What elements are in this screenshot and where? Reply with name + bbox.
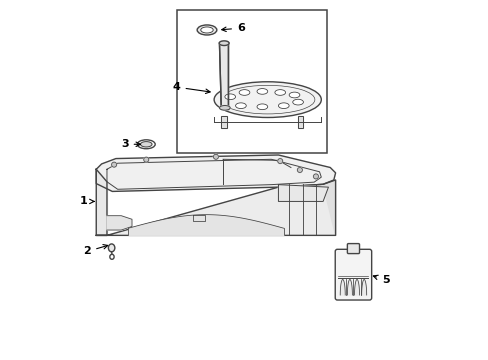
Ellipse shape	[235, 103, 246, 109]
Ellipse shape	[110, 254, 114, 259]
Circle shape	[277, 158, 282, 163]
Ellipse shape	[108, 244, 115, 252]
Circle shape	[313, 174, 318, 179]
Ellipse shape	[288, 92, 299, 98]
Polygon shape	[192, 215, 205, 221]
FancyBboxPatch shape	[335, 249, 371, 300]
Polygon shape	[354, 279, 359, 295]
Circle shape	[213, 154, 218, 159]
Ellipse shape	[278, 103, 288, 109]
Polygon shape	[96, 155, 335, 192]
Circle shape	[297, 167, 302, 172]
Polygon shape	[96, 180, 335, 235]
Text: 6: 6	[221, 23, 244, 33]
Text: 1: 1	[80, 197, 94, 206]
FancyBboxPatch shape	[346, 244, 359, 253]
Ellipse shape	[257, 104, 267, 110]
Ellipse shape	[274, 90, 285, 95]
Ellipse shape	[140, 141, 152, 147]
Circle shape	[143, 157, 148, 162]
Ellipse shape	[197, 25, 216, 35]
Text: 5: 5	[372, 275, 388, 285]
Polygon shape	[219, 44, 228, 109]
Text: 3: 3	[121, 139, 140, 149]
Ellipse shape	[224, 94, 235, 100]
Polygon shape	[221, 116, 226, 128]
Polygon shape	[346, 279, 352, 295]
Polygon shape	[340, 279, 345, 295]
Ellipse shape	[257, 89, 267, 94]
Circle shape	[111, 162, 116, 167]
Ellipse shape	[239, 90, 249, 95]
Polygon shape	[278, 185, 328, 202]
Polygon shape	[298, 116, 303, 128]
Polygon shape	[361, 279, 366, 295]
Ellipse shape	[219, 41, 229, 45]
Ellipse shape	[292, 99, 303, 105]
Ellipse shape	[137, 140, 155, 149]
Ellipse shape	[214, 82, 321, 117]
Polygon shape	[96, 169, 107, 235]
Text: 4: 4	[172, 82, 210, 94]
Polygon shape	[323, 180, 335, 235]
Ellipse shape	[219, 105, 230, 110]
Ellipse shape	[201, 27, 213, 33]
Bar	[176, 10, 326, 153]
Polygon shape	[107, 216, 132, 230]
Text: 2: 2	[83, 244, 107, 256]
